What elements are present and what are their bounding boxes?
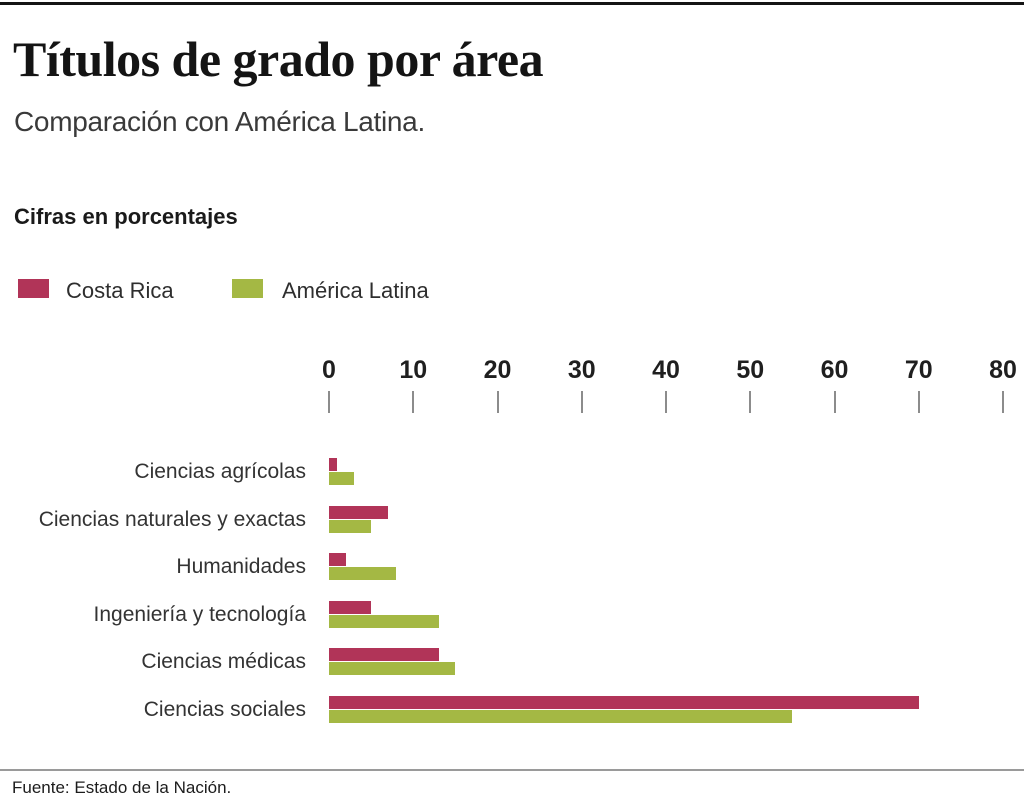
x-axis-tick-mark: [412, 391, 415, 413]
x-axis-tick-mark: [1002, 391, 1004, 413]
legend-label-america-latina: América Latina: [282, 278, 429, 303]
category-label: Ciencias sociales: [143, 698, 306, 721]
bar-america-latina: [329, 567, 396, 580]
bar-costa-rica: [329, 648, 439, 661]
bar-america-latina: [329, 520, 371, 533]
x-axis-tick-label: 60: [820, 356, 849, 384]
x-axis-tick-mark: [833, 391, 836, 413]
category-label: Ciencias médicas: [141, 650, 306, 673]
x-axis-tick-mark: [496, 391, 499, 413]
bar-costa-rica: [329, 601, 371, 614]
bar-costa-rica: [329, 458, 337, 471]
x-axis-tick-label: 50: [736, 356, 765, 384]
chart-title: Títulos de grado por área: [13, 31, 544, 87]
bar-america-latina: [329, 662, 455, 675]
x-axis-tick-mark: [665, 391, 667, 413]
bar-america-latina: [329, 710, 792, 723]
x-axis-tick-mark: [580, 391, 583, 413]
top-divider: [0, 2, 1024, 5]
bar-america-latina: [329, 615, 439, 628]
category-label: Ingeniería y tecnología: [93, 603, 306, 626]
x-axis-tick-mark: [917, 391, 920, 413]
bar-america-latina: [329, 472, 354, 485]
category-label: Humanidades: [176, 555, 306, 578]
x-axis-tick-label: 30: [567, 356, 596, 384]
legend-swatch-america-latina: [232, 279, 263, 298]
bar-costa-rica: [329, 553, 346, 566]
legend-swatch-costa-rica: [18, 279, 49, 298]
category-label: Ciencias naturales y exactas: [38, 508, 306, 531]
x-axis-tick-label: 40: [652, 356, 680, 384]
x-axis-tick-label: 10: [399, 356, 428, 384]
x-axis-tick-label: 70: [904, 356, 933, 384]
legend: Costa Rica América Latina: [0, 278, 1024, 303]
chart-subtitle: Comparación con América Latina.: [14, 106, 425, 137]
legend-label-costa-rica: Costa Rica: [66, 278, 174, 303]
x-axis-tick-label: 80: [989, 356, 1017, 384]
bar-costa-rica: [329, 506, 388, 519]
x-axis-tick-mark: [328, 391, 330, 413]
category-label: Ciencias agrícolas: [134, 460, 306, 483]
bar-costa-rica: [329, 696, 919, 709]
x-axis-tick-label: 0: [322, 356, 336, 384]
units-note: Cifras en porcentajes: [14, 204, 238, 229]
source-note: Fuente: Estado de la Nación.: [12, 778, 232, 797]
x-axis-tick-mark: [749, 391, 752, 413]
x-axis-tick-label: 20: [483, 356, 512, 384]
footer-divider: [0, 769, 1024, 771]
